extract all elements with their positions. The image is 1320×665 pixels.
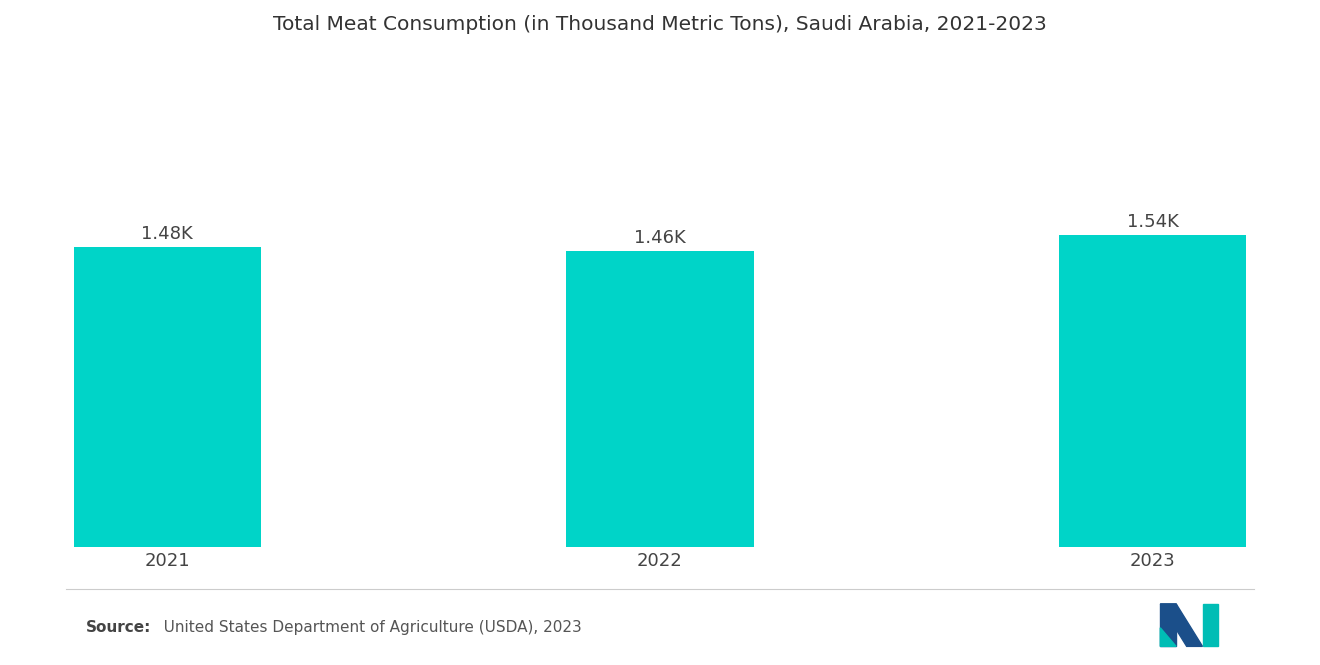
Polygon shape: [1160, 604, 1176, 646]
Text: 1.54K: 1.54K: [1127, 213, 1179, 231]
Text: 1.48K: 1.48K: [141, 225, 193, 243]
Text: Source:: Source:: [86, 620, 152, 635]
Bar: [74, 247, 261, 547]
Polygon shape: [1160, 604, 1203, 646]
Text: United States Department of Agriculture (USDA), 2023: United States Department of Agriculture …: [149, 620, 582, 635]
Bar: [566, 251, 754, 547]
Title: Total Meat Consumption (in Thousand Metric Tons), Saudi Arabia, 2021-2023: Total Meat Consumption (in Thousand Metr…: [273, 15, 1047, 34]
Bar: [1059, 235, 1246, 547]
Polygon shape: [1160, 628, 1176, 646]
Text: 1.46K: 1.46K: [634, 229, 686, 247]
Polygon shape: [1203, 604, 1218, 646]
